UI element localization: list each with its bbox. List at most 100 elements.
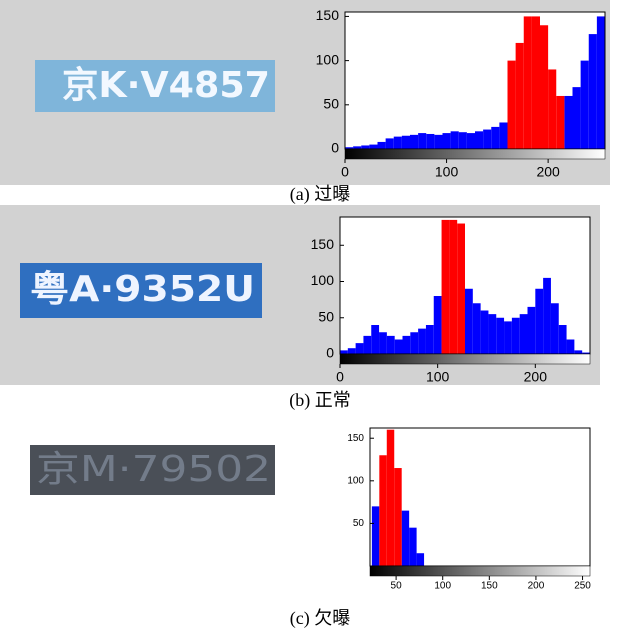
y-tick-label: 0 xyxy=(331,140,339,156)
histogram-bar xyxy=(401,510,410,566)
x-tick-label: 200 xyxy=(536,164,560,180)
histogram-bar xyxy=(466,133,475,149)
y-tick-label: 100 xyxy=(347,475,364,486)
plate-text: 粤A·9352U xyxy=(30,269,255,310)
histogram-bar xyxy=(496,317,505,354)
histogram-bar xyxy=(393,136,402,149)
histogram-bar xyxy=(556,95,565,149)
histogram-bar xyxy=(548,69,557,149)
histogram-bar xyxy=(475,131,484,149)
histogram-bar xyxy=(371,506,380,566)
x-tick-label: 0 xyxy=(341,164,349,180)
plate-text: 京M·79502 xyxy=(36,449,271,490)
y-tick-label: 150 xyxy=(347,433,364,444)
plate xyxy=(35,60,275,112)
histogram-bar xyxy=(426,133,435,149)
histogram-bar xyxy=(491,126,500,149)
histogram-bar xyxy=(504,321,512,354)
histogram-bar xyxy=(425,325,434,354)
histogram-bar xyxy=(511,317,520,354)
histogram-bar xyxy=(442,133,451,149)
histogram-bar xyxy=(574,350,583,354)
histogram-bar xyxy=(410,134,419,149)
histogram-bar xyxy=(572,87,581,149)
x-tick-label: 0 xyxy=(336,369,344,385)
histogram-bar xyxy=(588,34,597,150)
histogram-bar xyxy=(582,352,590,354)
histogram-bar xyxy=(385,138,394,149)
x-tick-label: 50 xyxy=(391,581,403,592)
histogram-bar xyxy=(523,16,532,149)
y-tick-label: 150 xyxy=(311,236,335,252)
histogram-bar xyxy=(409,527,417,566)
histogram-bar xyxy=(379,455,387,566)
histogram-bar xyxy=(345,147,354,149)
histogram-bar xyxy=(566,339,575,354)
histogram-bar xyxy=(480,310,489,354)
caption: (a) 过曝 xyxy=(290,184,350,205)
plate-text: 京K·V4857 xyxy=(62,64,270,106)
histogram-bar xyxy=(449,219,458,354)
histogram-bar xyxy=(519,314,528,354)
histogram-bar xyxy=(371,325,380,354)
histogram-bar xyxy=(535,288,544,354)
histogram-bar xyxy=(433,296,442,354)
x-tick-label: 100 xyxy=(435,164,459,180)
histogram-bar xyxy=(347,348,356,354)
histogram-bar xyxy=(402,335,411,354)
x-tick-label: 200 xyxy=(524,369,548,385)
histogram-bar xyxy=(418,133,427,149)
histogram-bar xyxy=(394,339,403,354)
histogram-bar xyxy=(488,314,497,354)
histogram-bar xyxy=(580,60,589,150)
x-tick-label: 250 xyxy=(574,581,591,592)
y-tick-label: 50 xyxy=(353,518,365,529)
histogram-bar xyxy=(507,60,516,150)
y-tick-label: 0 xyxy=(326,345,334,361)
histogram-bar xyxy=(377,141,386,149)
histogram-bar xyxy=(340,350,348,354)
histogram-bar xyxy=(386,335,395,354)
histogram-bar xyxy=(596,16,605,149)
histogram-bar xyxy=(363,335,372,354)
histogram-bar xyxy=(394,468,402,566)
histogram-bar xyxy=(441,219,450,354)
histogram-bar xyxy=(558,325,567,354)
histogram-bar xyxy=(369,144,378,149)
histogram-bar xyxy=(355,343,364,354)
caption: (b) 正常 xyxy=(289,390,351,411)
histogram-bar xyxy=(458,132,467,149)
histogram-bar xyxy=(540,25,549,149)
histogram-bar xyxy=(361,145,370,149)
histogram-bar xyxy=(434,134,443,149)
histogram-bar xyxy=(527,306,536,354)
y-tick-label: 100 xyxy=(316,51,340,67)
histogram-bar xyxy=(483,129,492,149)
y-tick-label: 50 xyxy=(318,308,334,324)
y-tick-label: 100 xyxy=(311,272,335,288)
histogram-bar xyxy=(379,332,387,354)
histogram-bar xyxy=(416,553,425,566)
histogram-bar xyxy=(550,303,559,354)
colorbar xyxy=(369,565,591,577)
histogram-bar xyxy=(410,332,419,354)
histogram-bar xyxy=(499,122,508,149)
x-tick-label: 200 xyxy=(528,581,545,592)
x-tick-label: 150 xyxy=(481,581,498,592)
y-tick-label: 150 xyxy=(316,7,340,23)
histogram-bar xyxy=(472,303,481,354)
histogram-bar xyxy=(457,223,465,354)
histogram-bar xyxy=(401,135,410,149)
caption: (c) 欠曝 xyxy=(290,608,350,629)
plate xyxy=(30,445,275,495)
histogram-bar xyxy=(418,328,426,354)
colorbar xyxy=(344,148,606,160)
histogram-bar xyxy=(450,131,459,149)
histogram-bar xyxy=(564,95,573,149)
histogram-bar xyxy=(515,42,524,149)
y-tick-label: 50 xyxy=(323,96,339,112)
histogram-bar xyxy=(465,288,473,354)
x-tick-label: 100 xyxy=(434,581,451,592)
colorbar xyxy=(339,353,591,365)
